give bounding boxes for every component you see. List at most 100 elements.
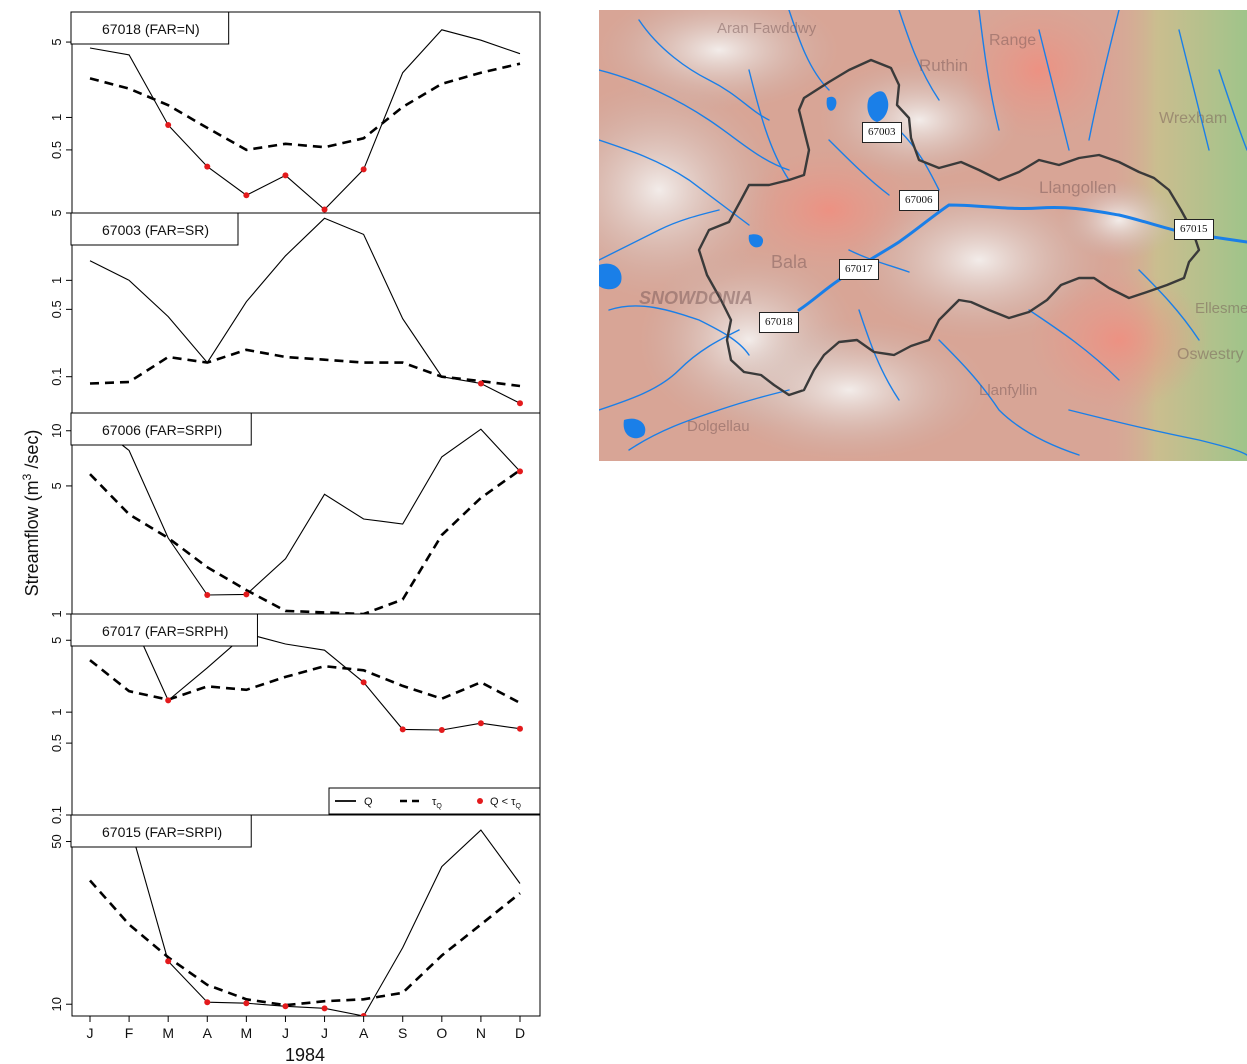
y-tick-label: 10: [49, 424, 64, 438]
below-threshold-point: [165, 697, 172, 704]
place-label: Ellesmere: [1195, 300, 1247, 317]
below-threshold-point: [165, 958, 172, 965]
tau-q-series-line: [89, 659, 521, 705]
y-tick-label: 5: [49, 209, 64, 216]
x-tick-label: O: [436, 1025, 447, 1041]
legend-tau-label: τQ: [432, 796, 442, 810]
plot-area: [89, 614, 523, 734]
x-tick-label: D: [515, 1025, 525, 1041]
place-label: Llanfyllin: [979, 382, 1038, 399]
y-axis-label: Streamflow (m3 /sec): [20, 430, 42, 597]
x-axis-title: 1984: [285, 1045, 325, 1064]
below-threshold-point: [399, 726, 406, 733]
x-tick-label: J: [282, 1025, 289, 1041]
x-tick-label: M: [162, 1025, 174, 1041]
y-tick-label: 0.5: [49, 141, 64, 159]
legend-tau-subscript: Q: [436, 803, 442, 810]
y-tick-label: 5: [49, 637, 64, 644]
below-threshold-point: [282, 1003, 289, 1010]
panel-title-box: [70, 814, 252, 848]
chart-panel: 50 10 67015 (FAR=SRPI): [49, 814, 541, 1017]
below-threshold-point: [477, 720, 484, 727]
below-threshold-point: [321, 1005, 328, 1012]
panel-title-box: [70, 613, 258, 647]
q-series-line: [127, 614, 521, 731]
below-threshold-point: [243, 192, 250, 199]
legend-q-label: Q: [364, 796, 373, 808]
tau-q-series-line: [89, 469, 521, 614]
y-tick-label: 50: [49, 834, 64, 848]
y-tick-label: 0.5: [49, 300, 64, 318]
panel-title-box: [70, 412, 252, 446]
x-tick-label: A: [203, 1025, 213, 1041]
q-series-line: [89, 419, 521, 596]
catchment-map: Aran Fawddwy Range Ruthin Wrexham Llango…: [599, 10, 1247, 461]
y-tick-label: 0.5: [49, 734, 64, 752]
legend-below-swatch: [477, 798, 483, 804]
q-series-line: [89, 29, 521, 211]
panel-title: 67006 (FAR=SRPI): [102, 422, 222, 438]
below-threshold-point: [204, 999, 211, 1006]
place-label: Range: [989, 32, 1037, 49]
y-tick-label: 1: [49, 114, 64, 121]
x-tick-label: F: [125, 1025, 134, 1041]
x-tick-label: S: [398, 1025, 407, 1041]
river-network: [599, 10, 1247, 456]
below-threshold-point: [321, 206, 328, 213]
gauge-label-67015: 67015: [1174, 219, 1214, 240]
x-tick-label: J: [321, 1025, 328, 1041]
legend-below-label: Q < τQ: [490, 796, 521, 810]
y-tick-label: 5: [49, 482, 64, 489]
panel-title: 67003 (FAR=SR): [102, 222, 209, 238]
gauge-label-67017: 67017: [839, 259, 879, 280]
tau-q-series-line: [89, 348, 521, 388]
place-label: SNOWDONIA: [639, 288, 753, 308]
below-threshold-point: [438, 727, 445, 734]
gauge-label-67006: 67006: [899, 190, 939, 211]
chart-panel: 5 1 0.5 67018 (FAR=N): [49, 11, 541, 214]
legend-below-subscript: Q: [515, 803, 521, 810]
catchment-boundary: [697, 58, 1201, 397]
place-label: Wrexham: [1159, 110, 1228, 127]
gauge-label-67018: 67018: [759, 312, 799, 333]
place-label: Bala: [771, 252, 808, 272]
plot-frame: [71, 814, 541, 1017]
chart-panel: 5 1 0.5 0.1 67017 (FAR=SRPH): [49, 613, 541, 824]
below-threshold-point: [360, 166, 367, 173]
place-label: Oswestry: [1177, 346, 1244, 363]
below-threshold-point: [360, 1013, 367, 1016]
below-threshold-point: [204, 163, 211, 170]
below-threshold-point: [517, 400, 523, 407]
y-tick-label: 1: [49, 277, 64, 284]
plot-area: [89, 419, 523, 614]
y-tick-label: 1: [49, 709, 64, 716]
gauge-label-67003: 67003: [862, 122, 902, 143]
below-threshold-point: [243, 591, 250, 598]
chart-panel: 10 5 1 67006 (FAR=SRPI): [49, 412, 541, 618]
q-series-line: [118, 815, 521, 1016]
y-tick-label: 5: [49, 38, 64, 45]
x-tick-label: J: [87, 1025, 94, 1041]
q-series-line: [89, 217, 521, 404]
plot-area: [89, 815, 521, 1016]
tau-q-series-line: [89, 879, 521, 1007]
y-tick-label: 0.1: [49, 368, 64, 386]
panel-title-box: [70, 11, 230, 45]
panel-title: 67015 (FAR=SRPI): [102, 824, 222, 840]
x-tick-label: N: [476, 1025, 486, 1041]
below-threshold-point: [517, 725, 523, 732]
plot-area: [89, 29, 521, 213]
place-label: Dolgellau: [687, 418, 750, 435]
y-tick-label: 1: [49, 610, 64, 617]
panel-title-box: [70, 212, 239, 246]
legend-box: [328, 787, 541, 815]
place-label: Aran Fawddwy: [717, 20, 817, 37]
panel-title: 67017 (FAR=SRPH): [102, 623, 228, 639]
x-tick-label: A: [359, 1025, 369, 1041]
lakes: [599, 91, 889, 439]
panel-title: 67018 (FAR=N): [102, 21, 200, 37]
place-label: Llangollen: [1039, 178, 1117, 197]
below-threshold-point: [282, 172, 289, 179]
chart-panel: 5 1 0.5 0.1 67003 (FAR=SR): [49, 209, 541, 414]
